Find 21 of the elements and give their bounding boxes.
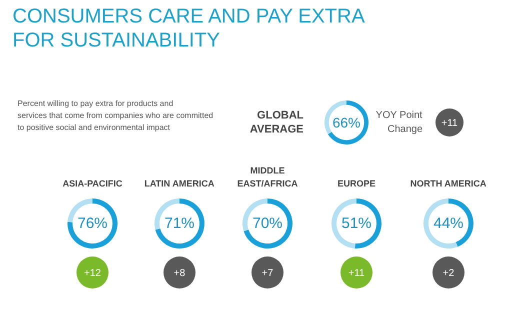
text: 71% <box>164 215 195 232</box>
text: 51% <box>341 215 372 232</box>
text: 76% <box>77 215 108 232</box>
data-label: +11 <box>348 268 366 279</box>
data-label: +7 <box>262 268 274 279</box>
text: CONSUMERS CARE AND PAY EXTRA FOR SUSTAINABILITY <box>12 6 366 52</box>
text: Percent willing to pay extra for products and services that come from companies who are committed to positive social and environmental impact <box>18 99 214 132</box>
data-label: +12 <box>84 268 102 279</box>
data-label: +11 <box>441 118 458 129</box>
text: GLOBAL AVERAGE <box>250 110 304 136</box>
text: 70% <box>252 215 283 232</box>
data-label: +8 <box>174 268 186 279</box>
chart-title: ASIA-PACIFIC <box>62 178 123 188</box>
chart-title: MIDDLE EAST/AFRICA <box>237 166 298 188</box>
text: 44% <box>433 215 464 232</box>
chart-title: LATIN AMERICA <box>144 178 215 188</box>
text: YOY Point Change <box>376 110 423 135</box>
chart-title: NORTH AMERICA <box>410 178 487 188</box>
chart-title: EUROPE <box>337 178 376 188</box>
data-label: +2 <box>442 268 455 279</box>
text: 66% <box>332 114 361 130</box>
